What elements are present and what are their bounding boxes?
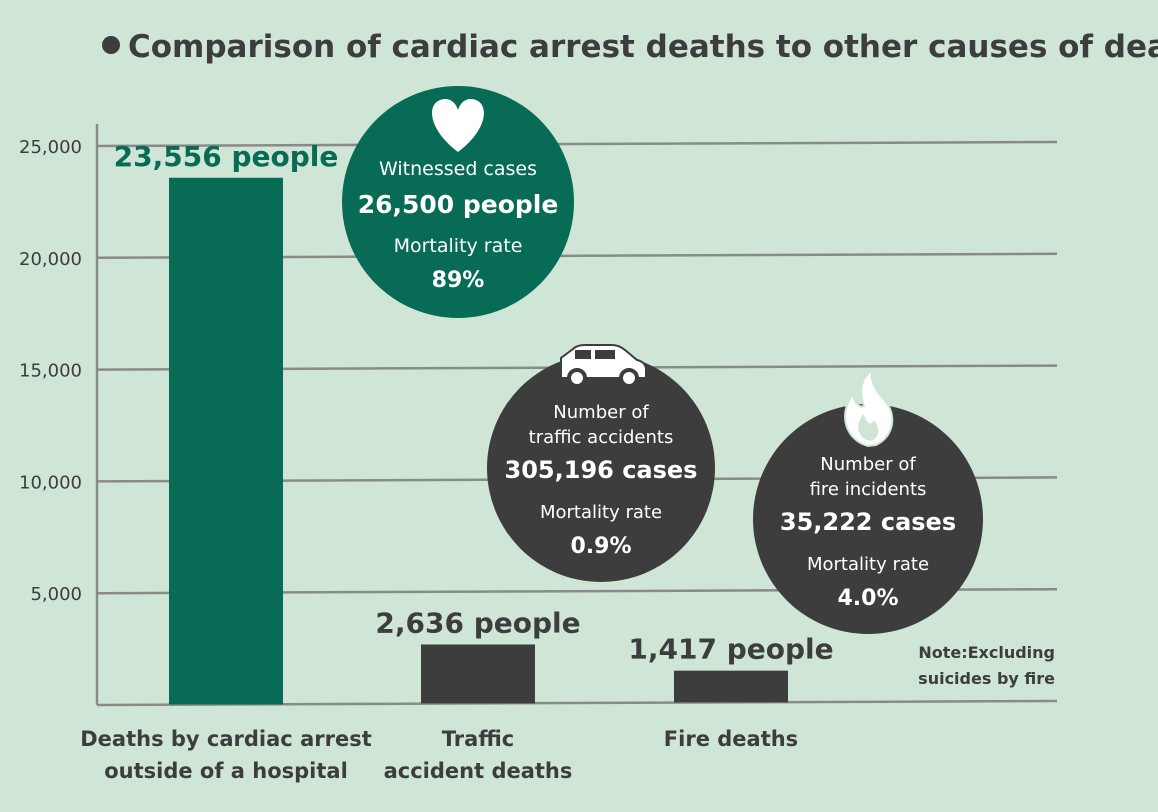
callout-text: fire incidents — [810, 479, 927, 500]
callout-text: 4.0% — [837, 586, 898, 611]
data-label: 1,417 people — [628, 633, 833, 666]
heart-icon — [432, 99, 484, 152]
callout-text: Mortality rate — [807, 554, 929, 575]
bar — [169, 177, 283, 705]
bar — [421, 644, 535, 704]
footnote: suicides by fire — [918, 669, 1055, 688]
y-tick-label: 25,000 — [19, 137, 82, 158]
chart-title: Comparison of cardiac arrest deaths to o… — [128, 29, 1158, 65]
title-bullet — [102, 36, 120, 54]
footnote: Note:Excluding — [918, 643, 1055, 662]
callout-text: Number of — [553, 402, 649, 423]
callout-text: 89% — [432, 268, 485, 293]
y-tick-label: 5,000 — [30, 584, 82, 605]
x-tick-label: Deaths by cardiac arrest — [80, 727, 371, 751]
callout-text: Mortality rate — [540, 502, 662, 523]
callout-circle — [487, 354, 715, 582]
x-tick-label: Fire deaths — [664, 727, 798, 751]
callout-circle — [753, 404, 983, 634]
y-tick-label: 15,000 — [19, 361, 82, 382]
callout-text: 26,500 people — [358, 190, 559, 219]
callout-text: 0.9% — [570, 534, 631, 559]
y-tick-label: 20,000 — [19, 249, 82, 270]
flame-inner — [858, 414, 879, 441]
car-window-front — [575, 350, 591, 359]
car-window-rear — [595, 350, 615, 359]
y-tick-label: 10,000 — [19, 472, 82, 493]
bar — [674, 670, 788, 703]
callout-text: 305,196 cases — [505, 456, 698, 484]
car-icon — [560, 344, 647, 388]
flame-icon — [844, 367, 894, 448]
callout-text: traffic accidents — [529, 427, 674, 448]
data-label: 23,556 people — [114, 140, 339, 173]
car-wheel — [567, 368, 587, 388]
callout-text: Witnessed cases — [379, 158, 537, 180]
x-tick-label: Traffic — [442, 727, 514, 751]
x-tick-label: outside of a hospital — [104, 759, 348, 783]
callout-text: Mortality rate — [394, 235, 523, 257]
callout-text: 35,222 cases — [780, 508, 956, 536]
callout-text: Number of — [820, 454, 916, 475]
callout-circle — [342, 86, 574, 318]
x-tick-label: accident deaths — [384, 759, 573, 783]
car-wheel — [619, 368, 639, 388]
data-label: 2,636 people — [375, 606, 580, 639]
gridline — [96, 140, 1058, 148]
